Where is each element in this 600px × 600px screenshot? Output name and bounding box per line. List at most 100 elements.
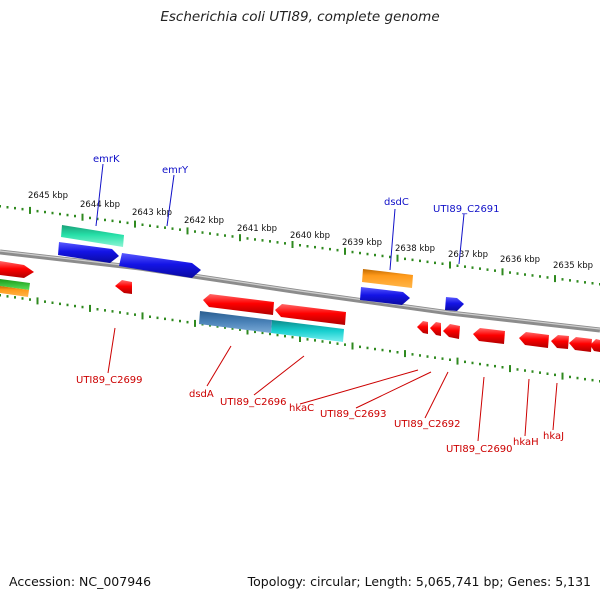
reverse-major-tick	[299, 335, 301, 342]
reverse-minor-tick	[516, 368, 519, 371]
gene-dsdA-feature[interactable]	[199, 311, 272, 333]
forward-minor-tick	[66, 213, 69, 217]
label-UTI89_C2693[interactable]: UTI89_C2693	[320, 409, 387, 420]
forward-major-tick	[344, 247, 346, 255]
ruler-label-2645: 2645 kbp	[28, 191, 68, 201]
gene-left-orange[interactable]	[0, 286, 29, 297]
reverse-minor-tick	[524, 369, 526, 372]
forward-minor-tick	[404, 257, 406, 261]
reverse-minor-tick	[239, 328, 241, 331]
forward-minor-tick	[96, 217, 99, 221]
ruler-label-2638: 2638 kbp	[395, 244, 435, 254]
ruler-label-2640: 2640 kbp	[290, 231, 330, 241]
gene-left-green[interactable]	[0, 279, 30, 290]
forward-minor-tick	[351, 250, 354, 254]
gene-UTI89_C2699[interactable]	[115, 280, 132, 294]
gene-hkaJ-a[interactable]	[551, 335, 569, 349]
gene-dsdA[interactable]	[203, 294, 274, 315]
accession-text: Accession: NC_007946	[9, 574, 152, 589]
gene-emrY[interactable]	[119, 253, 201, 278]
forward-major-tick	[239, 234, 241, 242]
forward-minor-tick	[411, 258, 414, 262]
forward-minor-tick	[524, 273, 526, 276]
reverse-minor-tick	[419, 354, 421, 357]
reverse-minor-tick	[261, 331, 264, 335]
reverse-major-tick	[351, 342, 354, 350]
gene-hkaH[interactable]	[519, 332, 549, 348]
gene-emrK[interactable]	[58, 242, 119, 263]
reverse-minor-tick	[366, 346, 369, 350]
forward-minor-tick	[119, 220, 121, 224]
reverse-major-tick	[89, 304, 91, 312]
forward-minor-tick	[269, 240, 271, 243]
label-UTI89_C2699[interactable]: UTI89_C2699	[76, 375, 143, 386]
gene-UTI89_C2693[interactable]	[430, 322, 441, 336]
reverse-minor-tick	[321, 340, 324, 343]
reverse-minor-tick	[149, 315, 151, 318]
gene-UTI89_C2692[interactable]	[443, 324, 460, 339]
reverse-minor-tick	[554, 373, 556, 377]
forward-major-tick	[396, 254, 399, 262]
label-UTI89_C2692[interactable]: UTI89_C2692	[394, 419, 461, 430]
forward-minor-tick	[366, 252, 369, 256]
forward-genes	[58, 225, 464, 311]
reverse-minor-tick	[96, 308, 99, 311]
forward-minor-tick	[14, 206, 16, 210]
forward-minor-tick	[6, 206, 9, 209]
gene-emrK-feature[interactable]	[61, 225, 124, 247]
forward-major-tick	[501, 268, 504, 276]
forward-minor-tick	[471, 266, 474, 269]
reverse-leader-lines	[107, 327, 558, 442]
ruler-label-2641: 2641 kbp	[237, 224, 277, 234]
reverse-minor-tick	[44, 300, 46, 303]
forward-minor-tick	[171, 227, 174, 230]
label-UTI89_C2691[interactable]: UTI89_C2691	[433, 204, 500, 215]
gene-UTI89_C2696[interactable]	[275, 304, 346, 325]
label-hkaJ[interactable]: hkaJ	[543, 431, 564, 442]
label-hkaC[interactable]: hkaC	[289, 403, 314, 414]
label-emrK[interactable]: emrK	[93, 154, 120, 165]
reverse-genes	[0, 261, 600, 352]
forward-major-tick	[449, 261, 451, 269]
forward-minor-tick	[141, 223, 144, 226]
reverse-minor-tick	[276, 333, 279, 337]
label-dsdA[interactable]: dsdA	[189, 389, 214, 400]
reverse-minor-tick	[411, 353, 414, 356]
reverse-minor-tick	[119, 311, 121, 314]
forward-minor-tick	[261, 239, 264, 242]
ruler-label-2637: 2637 kbp	[448, 250, 488, 260]
forward-minor-tick	[434, 261, 436, 265]
forward-minor-tick	[494, 269, 496, 272]
gene-UTI89_C2691[interactable]	[445, 297, 464, 311]
forward-minor-tick	[216, 233, 219, 236]
forward-minor-tick	[0, 205, 1, 208]
forward-minor-tick	[321, 246, 324, 250]
reverse-minor-tick	[449, 358, 451, 361]
label-emrY[interactable]: emrY	[162, 165, 189, 176]
gene-dsdC[interactable]	[360, 287, 410, 305]
gene-dsdC-feature[interactable]	[362, 269, 413, 288]
reverse-minor-tick	[14, 296, 16, 299]
gene-UTI89_C2696-feature[interactable]	[271, 320, 344, 342]
label-dsdC[interactable]: dsdC	[384, 197, 409, 208]
forward-minor-tick	[44, 210, 46, 214]
reverse-major-tick	[141, 312, 144, 320]
topology-text: Topology: circular; Length: 5,065,741 bp…	[247, 574, 591, 589]
reverse-minor-tick	[186, 320, 189, 324]
forward-major-tick	[134, 220, 136, 228]
reverse-minor-tick	[584, 377, 586, 381]
reverse-minor-tick	[74, 304, 76, 308]
gene-UTI89_C2690[interactable]	[473, 328, 505, 344]
gene-right-edge[interactable]	[590, 339, 600, 352]
label-hkaH[interactable]: hkaH	[513, 437, 539, 448]
label-UTI89_C2696[interactable]: UTI89_C2696	[220, 397, 287, 408]
forward-labels: emrK emrY dsdC UTI89_C2691	[93, 154, 500, 215]
label-UTI89_C2690[interactable]: UTI89_C2690	[446, 444, 513, 455]
ruler-label-2636: 2636 kbp	[500, 255, 540, 265]
gene-hkaC[interactable]	[417, 321, 428, 334]
forward-minor-tick	[254, 238, 256, 241]
reverse-major-tick	[246, 327, 249, 335]
gene-left-red[interactable]	[0, 261, 34, 278]
gene-hkaJ-b[interactable]	[569, 337, 592, 352]
